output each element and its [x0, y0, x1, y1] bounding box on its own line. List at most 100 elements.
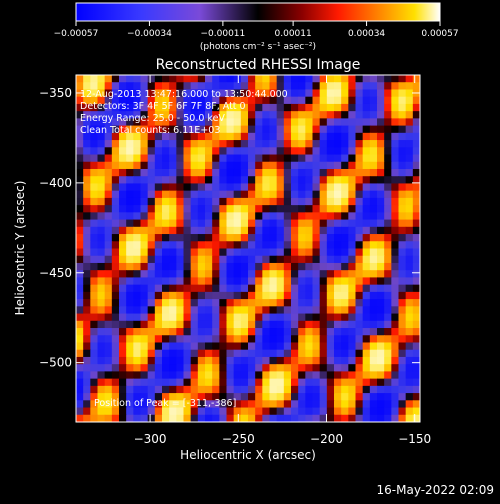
heatmap-cell — [369, 328, 378, 336]
heatmap-cell — [190, 75, 199, 83]
heatmap-cell — [197, 335, 206, 344]
heatmap-cell — [147, 82, 156, 91]
heatmap-cell — [169, 140, 177, 148]
heatmap-cell — [154, 393, 163, 401]
heatmap-cell — [326, 125, 335, 134]
heatmap-cell — [334, 147, 342, 156]
heatmap-cell — [119, 248, 127, 257]
heatmap-cell — [369, 183, 378, 192]
heatmap-cell — [305, 226, 314, 235]
heatmap-cell — [262, 313, 271, 322]
heatmap-cell — [248, 197, 256, 206]
heatmap-cell — [283, 356, 292, 365]
heatmap-cell — [377, 335, 385, 344]
heatmap-cell — [176, 248, 185, 257]
heatmap-cell — [391, 378, 400, 387]
heatmap-cell — [348, 255, 357, 264]
heatmap-cell — [377, 393, 385, 401]
heatmap-cell — [240, 407, 249, 416]
heatmap-cell — [83, 291, 91, 300]
heatmap-cell — [83, 140, 91, 148]
heatmap-cell — [212, 183, 220, 192]
heatmap-cell — [104, 154, 113, 163]
heatmap-cell — [405, 407, 414, 416]
heatmap-cell — [298, 270, 306, 279]
heatmap-cell — [169, 89, 177, 98]
heatmap-cell — [319, 255, 328, 264]
heatmap-cell — [140, 335, 149, 344]
heatmap-cell — [341, 103, 349, 112]
heatmap-cell — [111, 342, 120, 351]
heatmap-cell — [355, 205, 364, 213]
heatmap-cell — [269, 197, 278, 206]
heatmap-cell — [205, 291, 213, 300]
heatmap-cell — [283, 241, 292, 250]
heatmap-cell — [140, 176, 149, 185]
heatmap-cell — [97, 299, 106, 307]
heatmap-cell — [377, 400, 385, 409]
heatmap-cell — [276, 118, 285, 127]
heatmap-cell — [97, 111, 106, 119]
heatmap-cell — [162, 255, 170, 264]
heatmap-cell — [147, 212, 156, 221]
heatmap-cell — [255, 335, 263, 344]
heatmap-cell — [412, 125, 420, 134]
heatmap-cell — [412, 168, 420, 177]
heatmap-cell — [176, 414, 185, 422]
heatmap-cell — [205, 111, 213, 119]
heatmap-cell — [126, 277, 134, 286]
heatmap-cell — [355, 125, 364, 134]
heatmap-cell — [119, 212, 127, 221]
heatmap-cell — [111, 183, 120, 192]
heatmap-cell — [398, 255, 407, 264]
heatmap-cell — [369, 356, 378, 365]
heatmap-cell — [140, 190, 149, 199]
heatmap-cell — [162, 125, 170, 134]
heatmap-cell — [377, 291, 385, 300]
heatmap-cell — [90, 219, 99, 228]
heatmap-cell — [412, 262, 420, 271]
heatmap-cell — [334, 255, 342, 264]
heatmap-cell — [240, 400, 249, 409]
heatmap-cell — [197, 378, 206, 387]
heatmap-cell — [205, 226, 213, 235]
heatmap-cell — [384, 118, 392, 127]
heatmap-cell — [362, 335, 371, 344]
heatmap-cell — [140, 75, 149, 83]
heatmap-cell — [326, 212, 335, 221]
heatmap-cell — [197, 219, 206, 228]
heatmap-cell — [190, 96, 199, 105]
heatmap-cell — [97, 306, 106, 315]
heatmap-cell — [162, 219, 170, 228]
heatmap-cell — [147, 313, 156, 322]
heatmap-cell — [362, 320, 371, 329]
heatmap-cell — [212, 414, 220, 422]
heatmap-cell — [90, 111, 99, 119]
heatmap-cell — [111, 212, 120, 221]
heatmap-cell — [341, 291, 349, 300]
heatmap-cell — [355, 320, 364, 329]
heatmap-cell — [119, 385, 127, 394]
heatmap-cell — [104, 147, 113, 156]
heatmap-cell — [276, 219, 285, 228]
heatmap-cell — [219, 400, 228, 409]
heatmap-cell — [205, 154, 213, 163]
heatmap-cell — [233, 291, 242, 300]
heatmap-cell — [283, 89, 292, 98]
heatmap-cell — [398, 378, 407, 387]
heatmap-cell — [305, 299, 314, 307]
heatmap-cell — [183, 306, 192, 315]
heatmap-cell — [319, 306, 328, 315]
heatmap-cell — [334, 212, 342, 221]
heatmap-cell — [133, 132, 142, 141]
heatmap-cell — [226, 96, 235, 105]
heatmap-cell — [291, 371, 299, 380]
heatmap-cell — [190, 342, 199, 351]
heatmap-cell — [119, 414, 127, 422]
colorbar-ticks: −0.00057 −0.00034 −0.00011 0.00011 0.00034 0.… — [54, 21, 459, 39]
heatmap-cell — [291, 226, 299, 235]
heatmap-cell — [183, 262, 192, 271]
heatmap-cell — [312, 241, 321, 250]
heatmap-cell — [305, 140, 314, 148]
